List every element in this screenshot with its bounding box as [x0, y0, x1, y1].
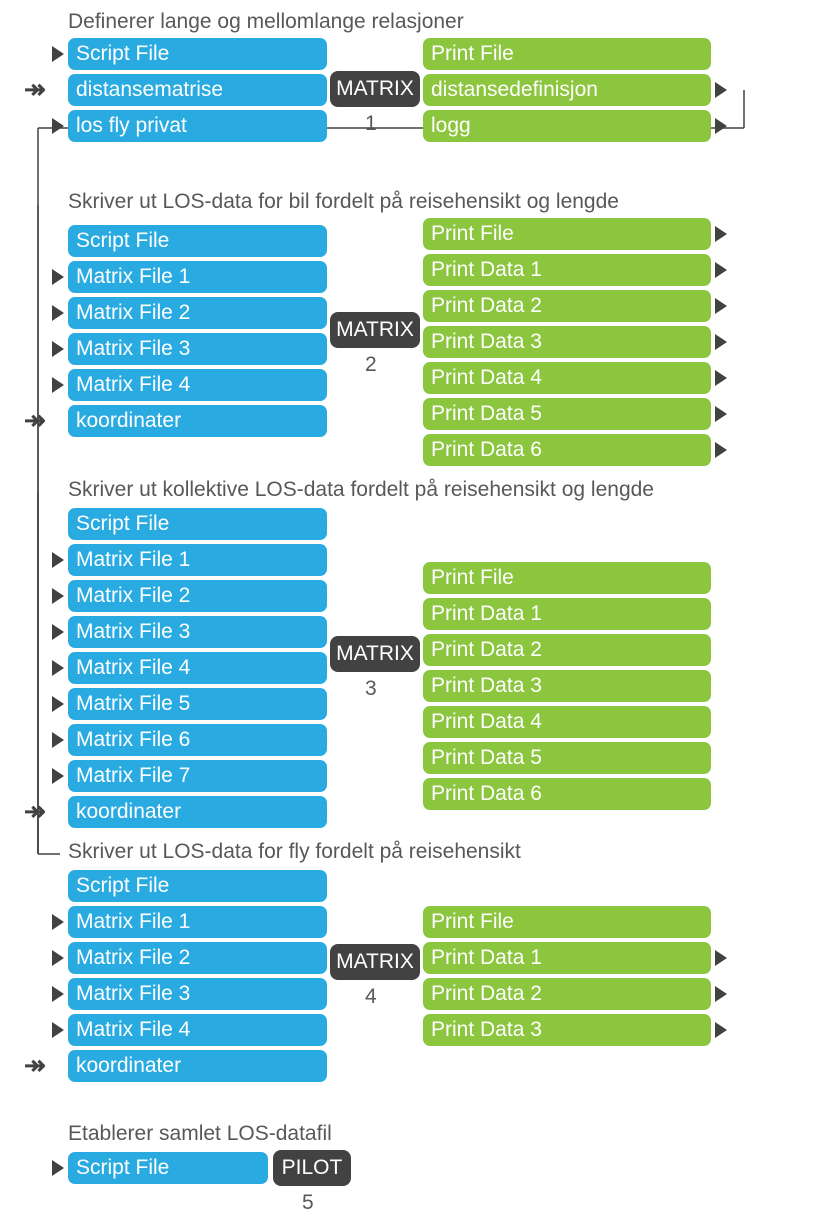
module-number: 5 — [302, 1191, 314, 1215]
module-box: MATRIX — [330, 71, 420, 107]
input-pill: Matrix File 1 — [68, 261, 327, 293]
output-pill: logg — [423, 110, 711, 142]
input-arrow-icon — [52, 696, 64, 712]
output-pill: Print Data 6 — [423, 778, 711, 810]
block-title: Definerer lange og mellomlange relasjone… — [68, 10, 464, 34]
output-arrow-icon — [715, 334, 727, 350]
input-pill: los fly privat — [68, 110, 327, 142]
output-pill: Print Data 5 — [423, 742, 711, 774]
input-arrow-icon — [52, 341, 64, 357]
input-arrow-icon — [52, 660, 64, 676]
output-pill: Print File — [423, 562, 711, 594]
input-pill: Matrix File 2 — [68, 942, 327, 974]
input-arrow-icon — [52, 377, 64, 393]
module-box: PILOT — [273, 1150, 351, 1186]
input-pill: Matrix File 1 — [68, 544, 327, 576]
module-number: 2 — [365, 353, 377, 377]
output-pill: Print Data 3 — [423, 670, 711, 702]
module-number: 1 — [365, 112, 377, 136]
input-pill: Script File — [68, 1152, 268, 1184]
input-double-arrow-icon: ↠ — [24, 1052, 46, 1078]
input-pill: Matrix File 1 — [68, 906, 327, 938]
output-arrow-icon — [715, 118, 727, 134]
output-pill: Print Data 2 — [423, 634, 711, 666]
output-pill: Print Data 1 — [423, 598, 711, 630]
input-pill: Matrix File 5 — [68, 688, 327, 720]
input-pill: Matrix File 3 — [68, 978, 327, 1010]
output-arrow-icon — [715, 226, 727, 242]
input-pill: Matrix File 7 — [68, 760, 327, 792]
output-pill: Print Data 4 — [423, 706, 711, 738]
input-arrow-icon — [52, 950, 64, 966]
module-box: MATRIX — [330, 636, 420, 672]
input-pill: Script File — [68, 508, 327, 540]
output-arrow-icon — [715, 406, 727, 422]
input-pill: Matrix File 4 — [68, 1014, 327, 1046]
module-number: 4 — [365, 985, 377, 1009]
input-arrow-icon — [52, 914, 64, 930]
input-pill: koordinater — [68, 796, 327, 828]
input-arrow-icon — [52, 732, 64, 748]
output-arrow-icon — [715, 298, 727, 314]
output-pill: Print File — [423, 906, 711, 938]
input-pill: Matrix File 4 — [68, 652, 327, 684]
input-pill: Script File — [68, 225, 327, 257]
output-pill: Print Data 2 — [423, 290, 711, 322]
input-arrow-icon — [52, 305, 64, 321]
input-pill: Matrix File 3 — [68, 616, 327, 648]
flowchart-canvas: Definerer lange og mellomlange relasjone… — [0, 0, 818, 1226]
input-pill: Matrix File 2 — [68, 297, 327, 329]
module-box: MATRIX — [330, 312, 420, 348]
output-pill: Print Data 3 — [423, 326, 711, 358]
input-pill: Script File — [68, 870, 327, 902]
input-arrow-icon — [52, 46, 64, 62]
output-arrow-icon — [715, 370, 727, 386]
output-pill: Print Data 2 — [423, 978, 711, 1010]
output-pill: Print Data 6 — [423, 434, 711, 466]
output-pill: Print File — [423, 38, 711, 70]
output-pill: distansedefinisjon — [423, 74, 711, 106]
input-pill: Matrix File 2 — [68, 580, 327, 612]
input-double-arrow-icon: ↠ — [24, 407, 46, 433]
output-pill: Print Data 3 — [423, 1014, 711, 1046]
output-pill: Print Data 4 — [423, 362, 711, 394]
input-pill: Matrix File 3 — [68, 333, 327, 365]
block-title: Etablerer samlet LOS-datafil — [68, 1122, 332, 1146]
output-arrow-icon — [715, 986, 727, 1002]
module-number: 3 — [365, 677, 377, 701]
input-pill: koordinater — [68, 405, 327, 437]
block-title: Skriver ut kollektive LOS-data fordelt p… — [68, 478, 654, 502]
input-pill: Script File — [68, 38, 327, 70]
output-pill: Print Data 1 — [423, 254, 711, 286]
input-arrow-icon — [52, 1160, 64, 1176]
input-arrow-icon — [52, 1022, 64, 1038]
block-title: Skriver ut LOS-data for fly fordelt på r… — [68, 840, 521, 864]
input-double-arrow-icon: ↠ — [24, 76, 46, 102]
block-title: Skriver ut LOS-data for bil fordelt på r… — [68, 190, 619, 214]
output-arrow-icon — [715, 442, 727, 458]
output-arrow-icon — [715, 950, 727, 966]
input-arrow-icon — [52, 269, 64, 285]
input-pill: Matrix File 6 — [68, 724, 327, 756]
output-arrow-icon — [715, 1022, 727, 1038]
output-pill: Print Data 5 — [423, 398, 711, 430]
input-double-arrow-icon: ↠ — [24, 798, 46, 824]
module-box: MATRIX — [330, 944, 420, 980]
input-pill: koordinater — [68, 1050, 327, 1082]
input-arrow-icon — [52, 588, 64, 604]
output-arrow-icon — [715, 82, 727, 98]
input-arrow-icon — [52, 986, 64, 1002]
input-arrow-icon — [52, 552, 64, 568]
input-pill: Matrix File 4 — [68, 369, 327, 401]
output-arrow-icon — [715, 262, 727, 278]
input-arrow-icon — [52, 624, 64, 640]
output-pill: Print Data 1 — [423, 942, 711, 974]
input-pill: distansematrise — [68, 74, 327, 106]
output-pill: Print File — [423, 218, 711, 250]
input-arrow-icon — [52, 118, 64, 134]
input-arrow-icon — [52, 768, 64, 784]
